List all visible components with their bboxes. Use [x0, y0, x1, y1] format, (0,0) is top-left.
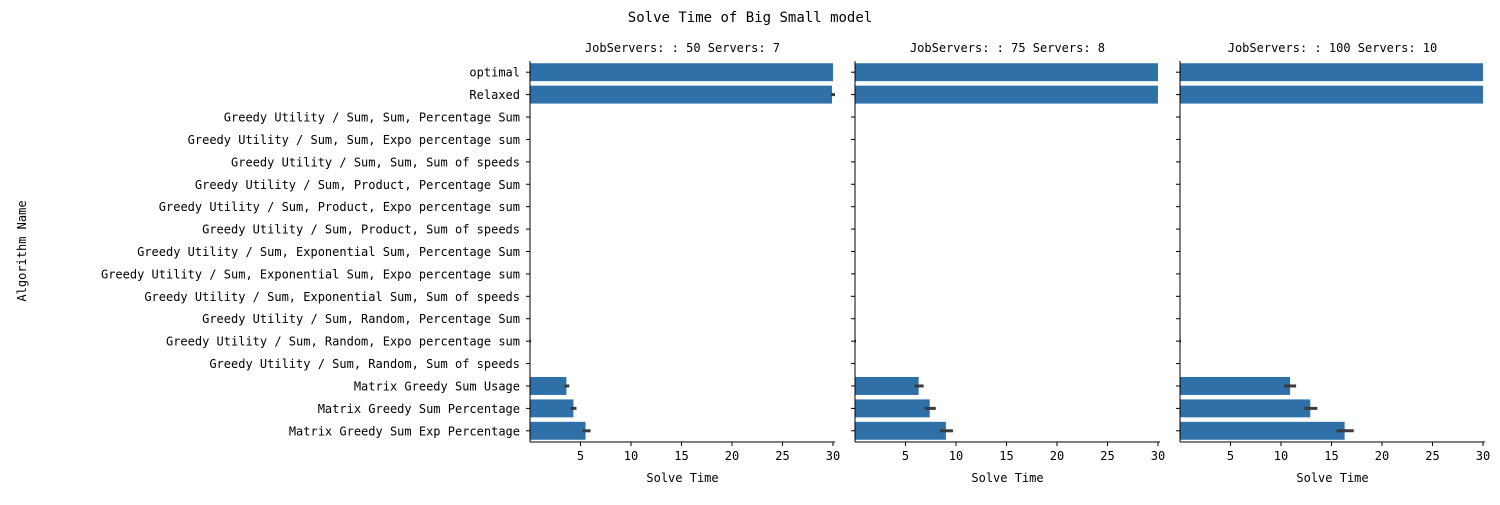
- x-tick-label: 30: [1151, 449, 1165, 463]
- y-tick-label: Greedy Utility / Sum, Exponential Sum, E…: [101, 267, 520, 281]
- y-tick-label: Greedy Utility / Sum, Random, Expo perce…: [166, 335, 520, 349]
- x-tick-label: 10: [1274, 449, 1288, 463]
- y-tick-label: Greedy Utility / Sum, Sum, Sum of speeds: [231, 155, 520, 169]
- y-tick-label: Greedy Utility / Sum, Sum, Expo percenta…: [188, 133, 520, 147]
- x-tick-label: 30: [1476, 449, 1490, 463]
- x-tick-label: 30: [826, 449, 840, 463]
- bar: [1180, 421, 1345, 440]
- bar: [530, 63, 833, 82]
- x-tick-label: 5: [1227, 449, 1234, 463]
- x-tick-label: 15: [1324, 449, 1338, 463]
- y-tick-label: Greedy Utility / Sum, Product, Sum of sp…: [202, 223, 520, 237]
- x-tick-label: 25: [1425, 449, 1439, 463]
- bar: [530, 421, 586, 440]
- y-axis-label: Algorithm Name: [15, 200, 29, 301]
- bar: [855, 63, 1158, 82]
- y-tick-label: Greedy Utility / Sum, Exponential Sum, S…: [144, 290, 520, 304]
- bar: [1180, 377, 1291, 395]
- x-tick-label: 15: [999, 449, 1013, 463]
- x-axis-label: Solve Time: [1296, 471, 1368, 485]
- x-axis-label: Solve Time: [646, 471, 718, 485]
- panels-group: optimal Relaxed Greedy Utility / Sum, Sum,…: [101, 41, 1490, 485]
- y-tick-label: Greedy Utility / Sum, Random, Percentage…: [202, 312, 520, 326]
- bar: [855, 421, 946, 440]
- y-tick-label: Greedy Utility / Sum, Random, Sum of spe…: [209, 357, 520, 371]
- x-tick-label: 10: [949, 449, 963, 463]
- x-tick-label: 25: [775, 449, 789, 463]
- x-tick-label: 5: [902, 449, 909, 463]
- bar: [855, 85, 1158, 104]
- y-tick-label: Greedy Utility / Sum, Exponential Sum, P…: [137, 245, 520, 259]
- bar: [530, 377, 567, 395]
- x-axis-label: Solve Time: [971, 471, 1043, 485]
- x-tick-label: 15: [674, 449, 688, 463]
- y-tick-label: Greedy Utility / Sum, Sum, Percentage Su…: [224, 111, 520, 125]
- y-tick-label: optimal: [469, 66, 520, 80]
- x-tick-label: 20: [1050, 449, 1064, 463]
- bar: [1180, 85, 1483, 104]
- panel-title: JobServers: : 75 Servers: 8: [910, 41, 1105, 55]
- x-tick-label: 20: [1375, 449, 1389, 463]
- y-tick-label: Greedy Utility / Sum, Product, Percentag…: [195, 178, 520, 192]
- x-tick-label: 20: [725, 449, 739, 463]
- y-tick-label: Matrix Greedy Sum Usage: [354, 379, 520, 393]
- panel-title: JobServers: : 50 Servers: 7: [585, 41, 780, 55]
- bar: [855, 399, 930, 418]
- y-tick-label: Relaxed: [469, 88, 520, 102]
- chart-title: Solve Time of Big Small model: [628, 10, 872, 26]
- bar: [1180, 399, 1311, 418]
- x-tick-label: 25: [1100, 449, 1114, 463]
- y-tick-label: Greedy Utility / Sum, Product, Expo perc…: [159, 200, 520, 214]
- bar: [530, 399, 574, 418]
- bar: [1180, 63, 1483, 82]
- bar: [530, 85, 832, 104]
- x-tick-label: 10: [624, 449, 638, 463]
- panel-title: JobServers: : 100 Servers: 10: [1228, 41, 1438, 55]
- bar: [855, 377, 919, 395]
- x-tick-label: 5: [577, 449, 584, 463]
- y-tick-label: Matrix Greedy Sum Percentage: [318, 402, 520, 416]
- y-tick-label: Matrix Greedy Sum Exp Percentage: [289, 424, 520, 438]
